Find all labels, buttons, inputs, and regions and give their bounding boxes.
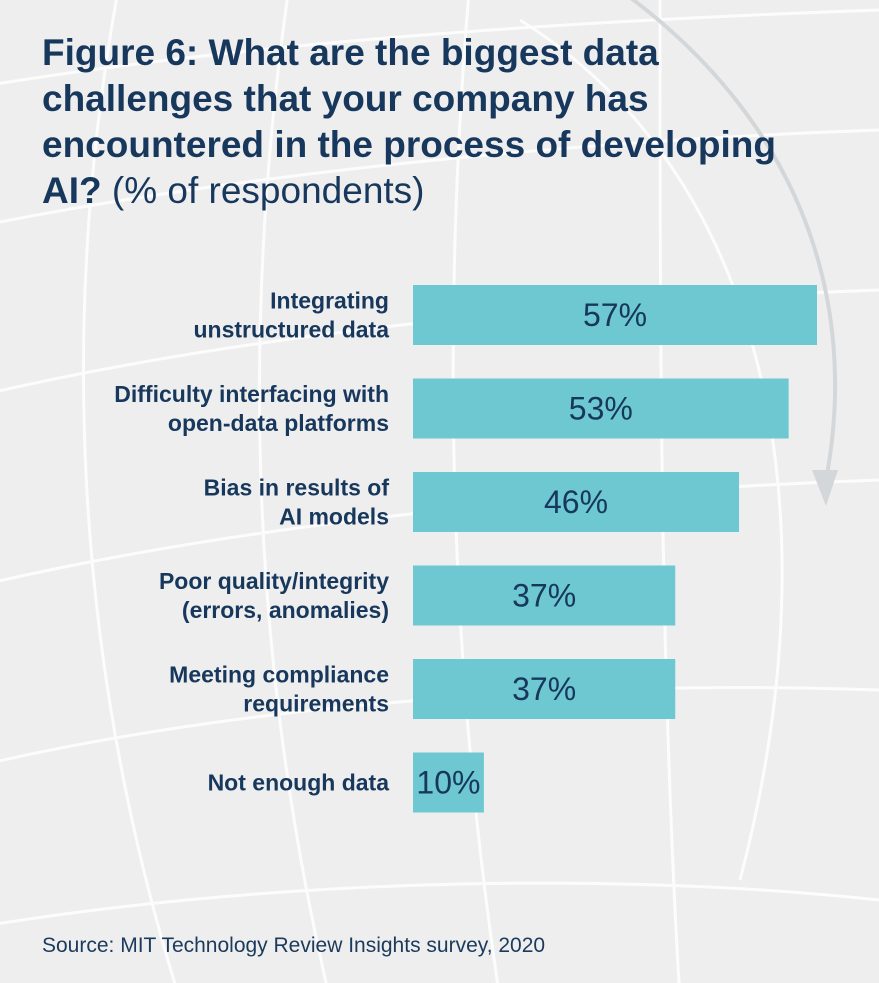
category-label-line: Not enough data xyxy=(208,770,390,796)
category-label-line: unstructured data xyxy=(193,317,389,343)
chart-title-unit: (% of respondents) xyxy=(101,170,425,211)
bar-1 xyxy=(413,285,817,345)
value-label-5: 37% xyxy=(512,671,576,707)
category-label-line: Integrating xyxy=(270,288,389,314)
bar-group: 57% 53% 46% 37% 37% 10% xyxy=(413,285,817,813)
bar-3 xyxy=(413,472,740,532)
chart-title: Figure 6: What are the biggest data chal… xyxy=(42,30,842,214)
category-label-6: Not enough data xyxy=(208,770,390,796)
category-label-line: AI models xyxy=(279,504,389,530)
category-label-line: (errors, anomalies) xyxy=(182,597,389,623)
category-label-1: Integrating unstructured data xyxy=(193,288,389,343)
category-label-line: Bias in results of xyxy=(204,475,390,501)
bar-2 xyxy=(413,378,789,439)
value-label-3: 46% xyxy=(544,484,608,520)
category-label-group: Integrating unstructured data Difficulty i… xyxy=(114,288,389,796)
bar-6 xyxy=(413,752,484,813)
source-note: Source: MIT Technology Review Insights s… xyxy=(42,934,546,957)
category-label-4: Poor quality/integrity (errors, anomalies… xyxy=(159,568,389,623)
category-label-3: Bias in results of AI models xyxy=(204,475,390,530)
value-label-6: 10% xyxy=(416,765,480,801)
value-label-2: 53% xyxy=(569,391,633,427)
value-label-1: 57% xyxy=(583,297,647,333)
category-label-line: open-data platforms xyxy=(168,410,389,436)
category-label-2: Difficulty interfacing with open-data pla… xyxy=(114,381,389,436)
category-label-line: Poor quality/integrity xyxy=(159,568,389,594)
chart-title-main: Figure 6: What are the biggest data chal… xyxy=(42,32,776,211)
category-label-line: Difficulty interfacing with xyxy=(114,381,389,407)
bar-4 xyxy=(413,565,676,626)
value-label-4: 37% xyxy=(512,578,576,614)
bar-5 xyxy=(413,659,676,719)
category-label-line: Meeting compliance xyxy=(169,662,389,688)
category-label-line: requirements xyxy=(243,691,389,717)
category-label-5: Meeting compliance requirements xyxy=(169,662,389,717)
